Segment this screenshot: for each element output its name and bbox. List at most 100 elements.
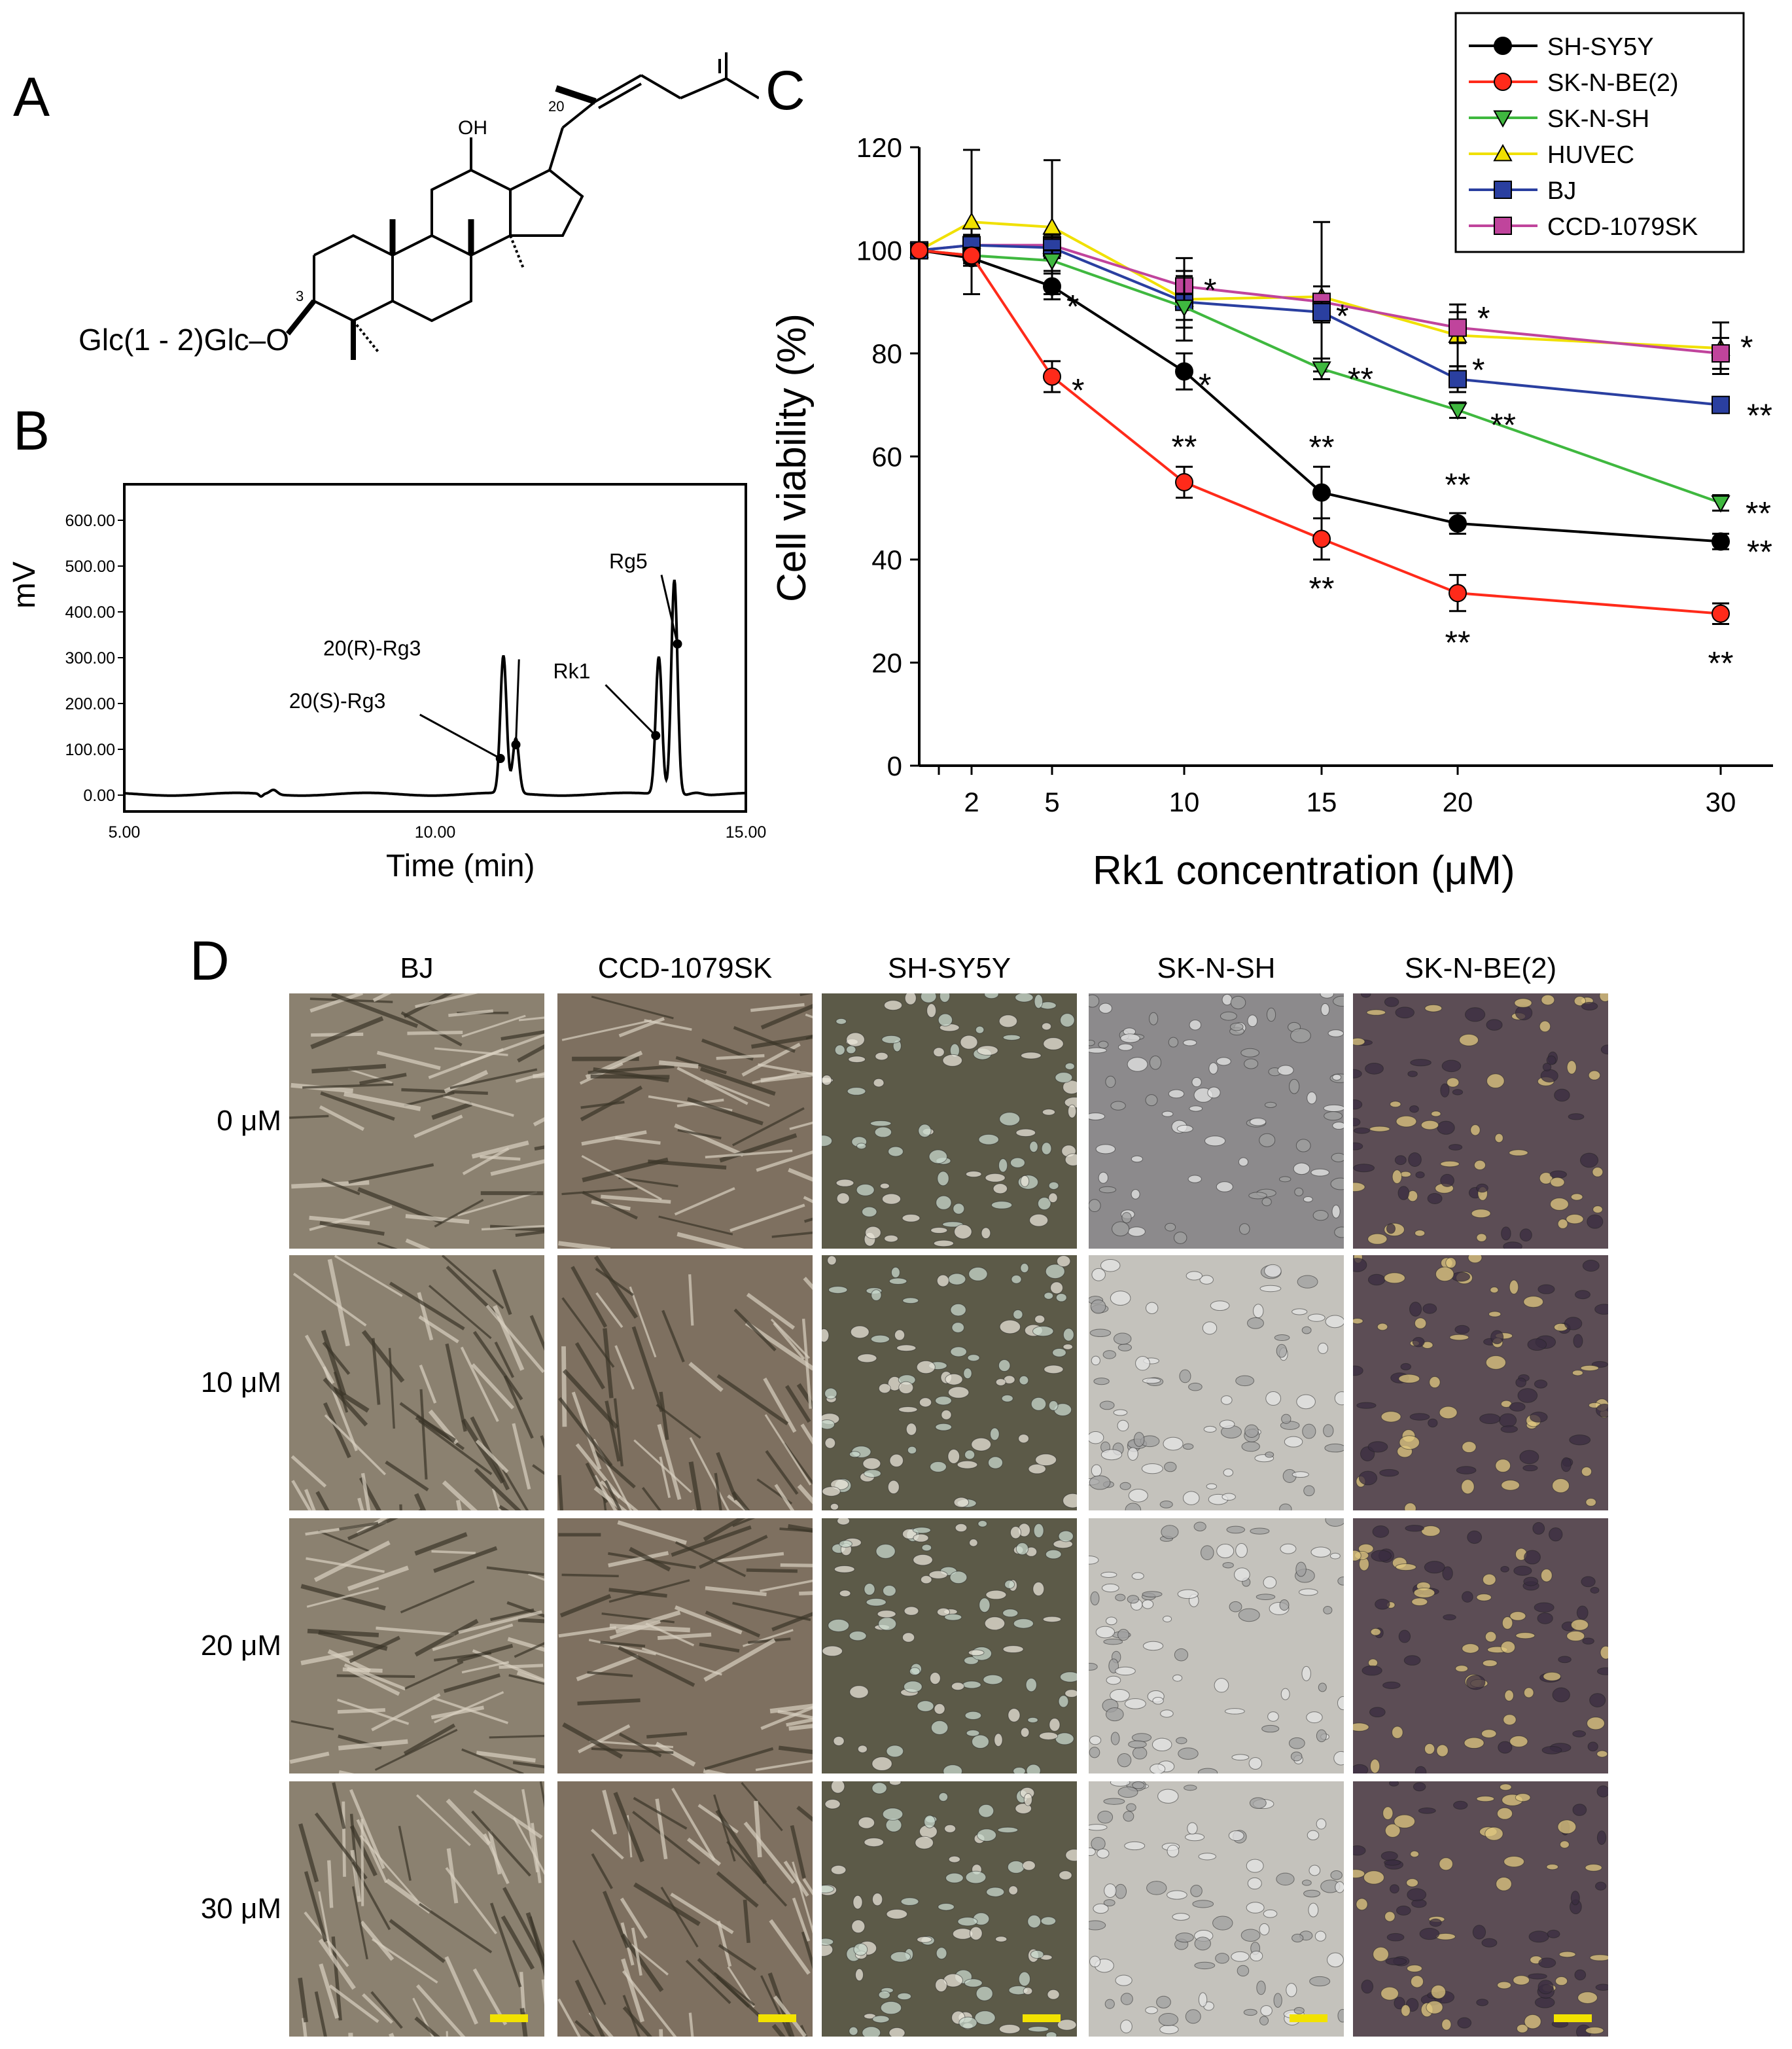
x-tick-label: 30: [1706, 787, 1736, 817]
micrograph: [557, 1781, 813, 2037]
panel-label-c: C: [765, 60, 805, 121]
legend-label: SK-N-BE(2): [1547, 69, 1679, 97]
panel-label-b: B: [13, 400, 50, 461]
legend-item: HUVEC: [1469, 141, 1634, 169]
column-header: SK-N-SH: [1157, 952, 1276, 984]
column-header: SK-N-BE(2): [1404, 952, 1557, 984]
cell-texture: [1089, 1518, 1344, 1773]
data-point: [910, 241, 928, 260]
micrograph: [822, 993, 1077, 1249]
cell-texture: [822, 1518, 1077, 1773]
chart-xlabel: Rk1 concentration (μM): [1093, 848, 1515, 893]
peak-label: Rk1: [553, 660, 591, 683]
significance-star: **: [1747, 397, 1772, 434]
y-tick-label: 600.00: [65, 512, 115, 530]
y-tick-label: 0: [887, 751, 902, 781]
data-point: [1043, 277, 1061, 296]
y-tick-label: 60: [871, 442, 902, 472]
series-sk-n-sh: [909, 243, 1731, 513]
cell-texture: [1353, 993, 1608, 1249]
significance-star: *: [1336, 298, 1348, 334]
micrograph: [1353, 1255, 1608, 1510]
data-point: [1043, 367, 1061, 386]
significance-star: **: [1747, 533, 1772, 570]
legend-label: SK-N-SH: [1547, 105, 1649, 133]
y-tick-label: 400.00: [65, 603, 115, 622]
cell-texture: [289, 993, 544, 1249]
significance-star: **: [1445, 624, 1471, 661]
data-point: [1712, 344, 1730, 363]
peak-label: Rg5: [609, 550, 648, 573]
significance-star: *: [1199, 367, 1211, 404]
significance-star: **: [1708, 645, 1734, 682]
micrograph: [1089, 1781, 1344, 2037]
y-tick-label: 0.00: [83, 787, 115, 805]
c3-label: 3: [296, 288, 304, 304]
micrograph: [289, 1781, 544, 2037]
legend-label: CCD-1079SK: [1547, 213, 1698, 241]
significance-star: *: [1072, 372, 1084, 408]
cell-texture: [557, 1782, 813, 2037]
data-point: [962, 212, 981, 230]
cell-texture: [557, 1255, 813, 1510]
series-sh-sy5y: [910, 241, 1730, 551]
data-point: [1312, 303, 1331, 321]
data-point: [1449, 514, 1467, 533]
peak-arrow: [660, 575, 678, 645]
y-tick-label: 80: [871, 338, 902, 369]
legend-label: BJ: [1547, 177, 1576, 205]
x-tick-label: 5: [1044, 787, 1059, 817]
column-header: CCD-1079SK: [597, 952, 773, 984]
micrograph: [557, 1518, 813, 1773]
x-tick-label: 5.00: [109, 823, 141, 842]
glycoside-label: Glc(1 - 2)Glc–O: [79, 323, 289, 357]
y-tick-label: 20: [871, 648, 902, 679]
y-tick-label: 500.00: [65, 558, 115, 576]
peak-arrowhead: [511, 740, 521, 749]
column-header: SH-SY5Y: [887, 952, 1011, 984]
legend-label: SH-SY5Y: [1547, 33, 1654, 61]
significance-star: *: [1740, 329, 1753, 366]
scale-bar: [1290, 2014, 1327, 2022]
cell-texture: [822, 1781, 1077, 2037]
x-tick-label: 20: [1443, 787, 1473, 817]
legend: SH-SY5Y SK-N-BE(2) SK-N-SH HUVEC BJ CCD-1079S…: [1454, 12, 1745, 253]
peak-label: 20(S)-Rg3: [289, 689, 386, 713]
cell-texture: [1089, 1781, 1344, 2035]
data-point: [1449, 318, 1467, 337]
micrograph: [289, 1518, 544, 1773]
y-tick-label: 200.00: [65, 695, 115, 713]
micrograph: [822, 1255, 1077, 1510]
significance-star: **: [1746, 495, 1771, 531]
data-point: [1712, 395, 1730, 414]
significance-star: **: [1172, 429, 1197, 465]
scale-bar: [1554, 2014, 1592, 2022]
peak-arrow: [605, 684, 657, 737]
row-header: 30 μM: [200, 1893, 281, 1925]
significance-star: *: [1066, 289, 1079, 325]
cell-texture: [558, 1518, 813, 1773]
panel-label-a: A: [13, 66, 50, 128]
row-header: 0 μM: [217, 1105, 281, 1137]
cell-texture: [1353, 1781, 1608, 2037]
x-tick-label: 10.00: [415, 823, 456, 842]
c20-label: 20: [548, 98, 564, 115]
micrograph: [1353, 993, 1608, 1249]
x-tick-label: 10: [1169, 787, 1200, 817]
series-sk-n-be-2-: [910, 241, 1730, 625]
micrograph: [557, 993, 813, 1249]
series-line: [919, 243, 1721, 406]
legend-marker: [1493, 143, 1513, 162]
micrograph: [822, 1781, 1077, 2037]
data-point: [1712, 532, 1730, 551]
y-tick-label: 300.00: [65, 649, 115, 668]
data-point: [1711, 495, 1731, 513]
micrograph: [1353, 1518, 1608, 1773]
scale-bar: [490, 2014, 528, 2022]
chromatogram-ylabel: mV: [7, 561, 42, 609]
cell-texture: [822, 1255, 1077, 1510]
cell-texture: [558, 993, 813, 1249]
micrograph: [557, 1255, 813, 1510]
y-tick-label: 100: [856, 236, 902, 266]
